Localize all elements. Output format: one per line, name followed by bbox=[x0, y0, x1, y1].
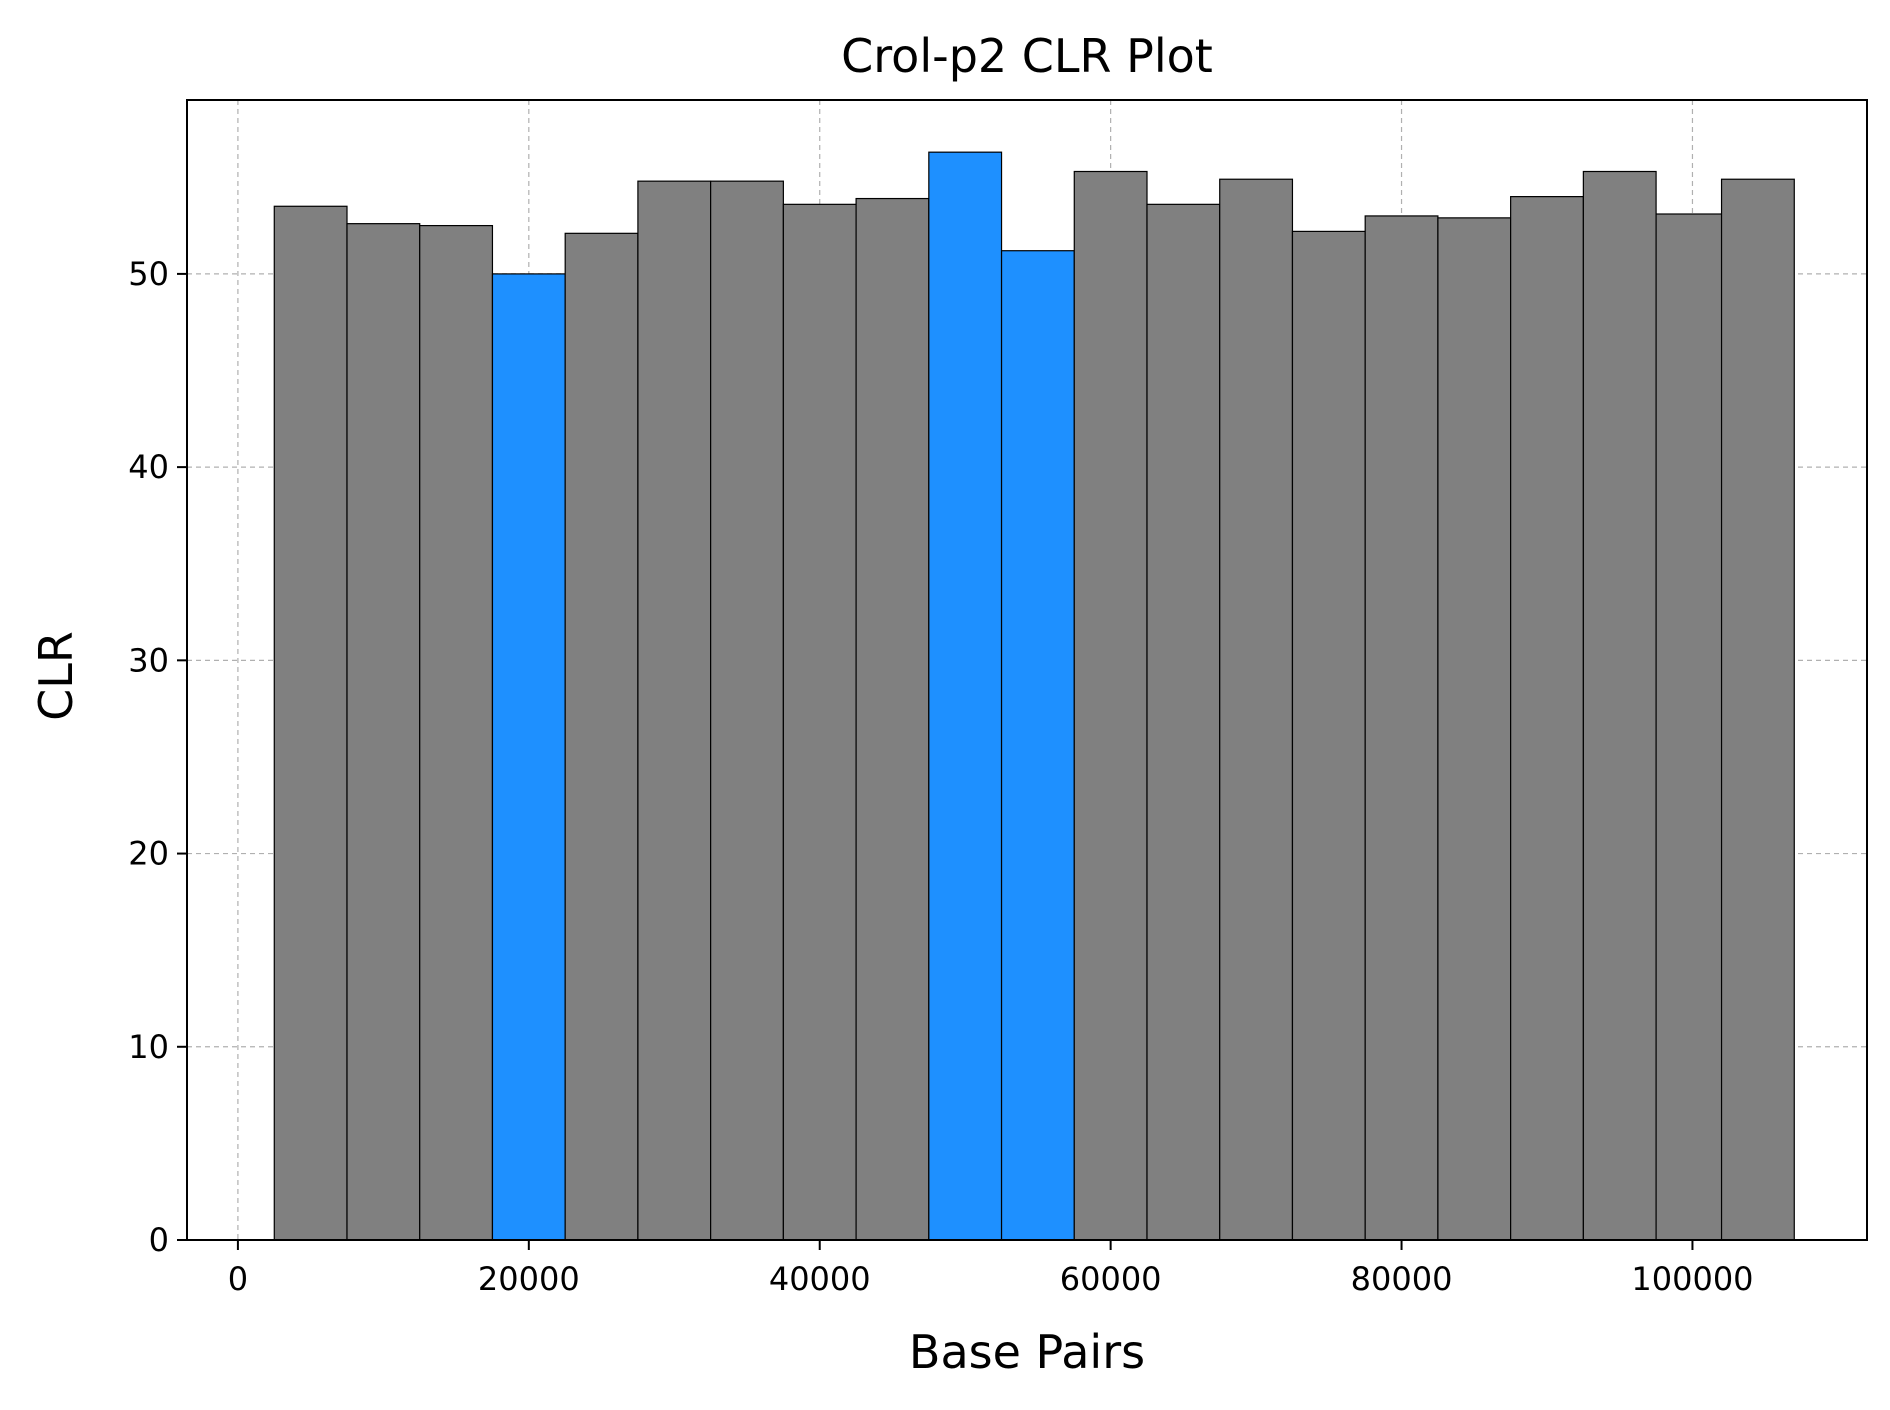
x-tick-label-60000: 60000 bbox=[1060, 1260, 1162, 1298]
chart-title: Crol-p2 CLR Plot bbox=[841, 29, 1213, 83]
bar-13 bbox=[1146, 203, 1221, 1241]
bar-17 bbox=[1437, 217, 1512, 1241]
bar-4 bbox=[491, 273, 566, 1241]
bar-14 bbox=[1219, 178, 1294, 1241]
y-tick-label-50: 50 bbox=[128, 255, 169, 293]
y-tick-label-0: 0 bbox=[149, 1221, 169, 1259]
bar-1 bbox=[273, 205, 348, 1241]
x-tick-label-80000: 80000 bbox=[1351, 1260, 1453, 1298]
y-tick-label-40: 40 bbox=[128, 448, 169, 486]
x-tick-label-20000: 20000 bbox=[478, 1260, 580, 1298]
bar-10 bbox=[928, 151, 1003, 1241]
x-axis-ticks: 0 20000 40000 60000 80000 100000 bbox=[228, 1240, 1754, 1298]
x-axis-label: Base Pairs bbox=[909, 1325, 1145, 1379]
bar-12 bbox=[1073, 170, 1148, 1241]
bar-20 bbox=[1655, 213, 1730, 1241]
y-axis-ticks: 0 10 20 30 40 50 bbox=[128, 255, 187, 1259]
bar-15 bbox=[1291, 230, 1366, 1241]
bar-9 bbox=[855, 197, 930, 1241]
bar-19 bbox=[1582, 170, 1657, 1241]
y-tick-label-10: 10 bbox=[128, 1028, 169, 1066]
bar-3 bbox=[419, 224, 494, 1241]
bar-5 bbox=[564, 232, 639, 1241]
bar-2 bbox=[346, 223, 421, 1241]
bar-11 bbox=[1000, 250, 1075, 1241]
y-tick-label-20: 20 bbox=[128, 835, 169, 873]
bar-6 bbox=[637, 180, 712, 1241]
bar-16 bbox=[1364, 215, 1439, 1241]
bars bbox=[273, 151, 1795, 1241]
x-tick-label-40000: 40000 bbox=[769, 1260, 871, 1298]
bar-21 bbox=[1720, 178, 1795, 1241]
bar-7 bbox=[710, 180, 784, 1241]
y-axis-label: CLR bbox=[29, 631, 83, 721]
x-tick-label-100000: 100000 bbox=[1631, 1260, 1753, 1298]
bar-18 bbox=[1510, 196, 1584, 1241]
bar-8 bbox=[782, 203, 857, 1241]
plot-frame bbox=[186, 99, 1868, 1241]
x-tick-label-0: 0 bbox=[228, 1260, 248, 1298]
y-tick-label-30: 30 bbox=[128, 641, 169, 679]
